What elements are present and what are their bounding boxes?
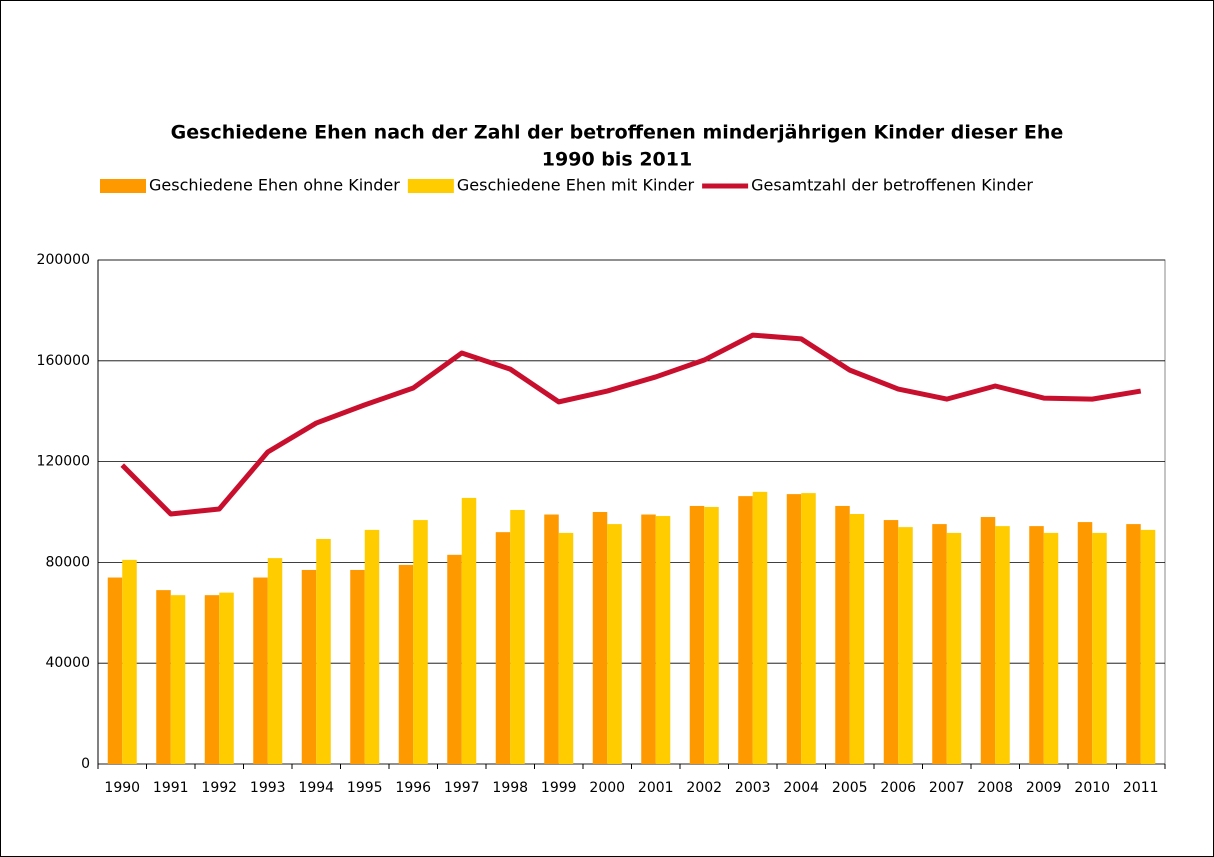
bar [204, 595, 220, 764]
x-tick-label: 1998 [492, 780, 528, 796]
bar [835, 505, 850, 764]
bar [1126, 524, 1141, 764]
bar [932, 524, 947, 764]
bar [752, 491, 768, 764]
bar [995, 526, 1010, 764]
y-tick-label: 40000 [45, 655, 90, 671]
x-tick-label: 2008 [977, 780, 1013, 796]
bar [1043, 532, 1059, 764]
bar [219, 592, 234, 764]
bar [107, 577, 123, 764]
x-tick-label: 2011 [1123, 780, 1159, 796]
bar [301, 569, 317, 764]
x-tick-label: 2001 [638, 780, 674, 796]
chart-subtitle: 1990 bis 2011 [542, 149, 692, 171]
bar [980, 517, 996, 764]
x-tick-label: 1996 [395, 780, 431, 796]
y-tick-label: 160000 [37, 353, 90, 369]
bar [447, 554, 462, 764]
bar [398, 564, 414, 764]
bar [170, 595, 186, 764]
bar [316, 538, 331, 764]
x-tick-label: 2006 [880, 780, 916, 796]
x-tick-label: 1999 [541, 780, 577, 796]
bar [364, 529, 380, 764]
legend-swatch [100, 179, 146, 193]
legend-label: Geschiedene Ehen mit Kinder [457, 176, 695, 195]
x-tick-label: 1995 [347, 780, 383, 796]
bar [738, 496, 753, 764]
bar [898, 527, 913, 764]
bar [655, 516, 671, 764]
y-tick-label: 200000 [37, 252, 90, 268]
bar [592, 512, 608, 764]
chart-title: Geschiedene Ehen nach der Zahl der betro… [171, 122, 1064, 144]
bar [558, 532, 574, 764]
x-tick-label: 1994 [298, 780, 334, 796]
bar [849, 514, 865, 764]
bar [1077, 522, 1093, 764]
legend-label: Gesamtzahl der betroffenen Kinder [751, 176, 1033, 195]
bar [786, 494, 802, 764]
bar [641, 514, 656, 764]
x-tick-label: 2010 [1074, 780, 1110, 796]
y-tick-label: 80000 [45, 554, 90, 570]
bar [883, 520, 899, 764]
bar [510, 509, 525, 764]
y-tick-label: 0 [81, 756, 90, 772]
legend-label: Geschiedene Ehen ohne Kinder [149, 176, 400, 195]
x-tick-label: 2002 [686, 780, 722, 796]
legend-swatch [407, 179, 454, 193]
bar [253, 577, 268, 764]
bar [946, 532, 962, 764]
bar [544, 514, 559, 764]
bar [1140, 529, 1156, 764]
x-tick-label: 1992 [201, 780, 237, 796]
x-tick-label: 1993 [250, 780, 286, 796]
bar [495, 532, 511, 764]
bar [1029, 526, 1044, 764]
bar [156, 590, 171, 764]
bar [350, 569, 365, 764]
x-tick-label: 1990 [104, 780, 140, 796]
y-tick-label: 120000 [37, 454, 90, 470]
bar [607, 524, 622, 764]
x-tick-label: 2000 [589, 780, 625, 796]
line [120, 332, 1142, 517]
x-tick-label: 2007 [929, 780, 965, 796]
x-tick-label: 2003 [735, 780, 771, 796]
bar [1092, 532, 1107, 764]
x-tick-label: 2009 [1026, 780, 1062, 796]
x-tick-label: 2004 [783, 780, 819, 796]
bar [704, 506, 719, 764]
bar [461, 497, 477, 764]
x-tick-label: 1997 [444, 780, 480, 796]
x-tick-label: 2005 [832, 780, 868, 796]
bar [413, 520, 428, 764]
bar [801, 493, 816, 764]
bar [267, 558, 283, 764]
x-tick-label: 1991 [153, 780, 189, 796]
bar [122, 559, 137, 764]
bar [689, 505, 705, 764]
